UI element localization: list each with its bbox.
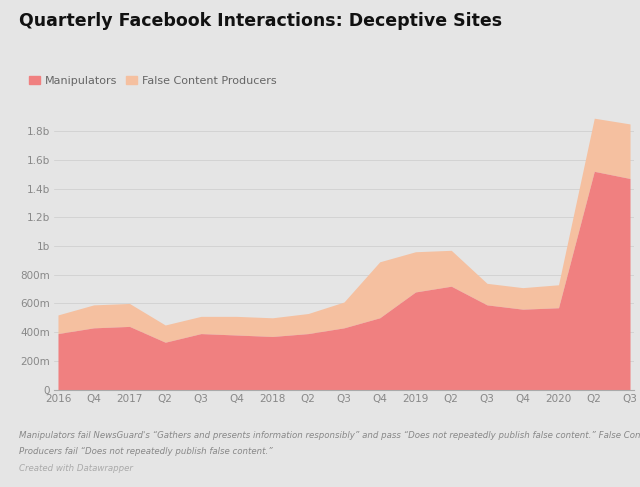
Text: Quarterly Facebook Interactions: Deceptive Sites: Quarterly Facebook Interactions: Decepti… bbox=[19, 12, 502, 30]
Text: Manipulators fail NewsGuard's “Gathers and presents information responsibly” and: Manipulators fail NewsGuard's “Gathers a… bbox=[19, 431, 640, 440]
Legend: Manipulators, False Content Producers: Manipulators, False Content Producers bbox=[25, 71, 281, 90]
Text: Producers fail “Does not repeatedly publish false content.”: Producers fail “Does not repeatedly publ… bbox=[19, 447, 273, 456]
Text: Created with Datawrapper: Created with Datawrapper bbox=[19, 464, 133, 472]
